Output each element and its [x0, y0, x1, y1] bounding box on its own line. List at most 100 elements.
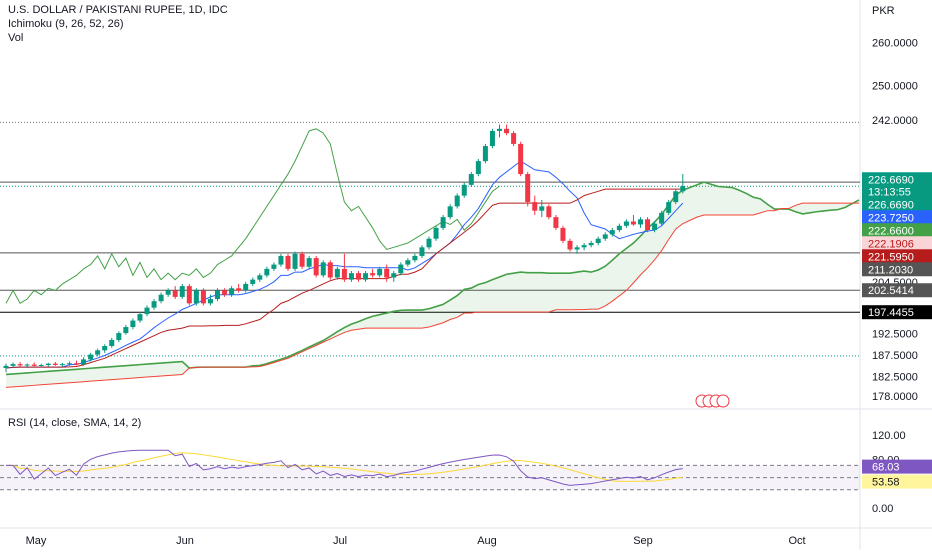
candle-body: [391, 273, 397, 278]
price-axis-tick: 192.5000: [872, 329, 918, 341]
price-badge: [862, 262, 932, 277]
candle-body: [285, 255, 291, 269]
rsi-axis-tick: 120.00: [872, 430, 906, 442]
candle-body: [299, 253, 305, 267]
candle-body: [595, 238, 601, 244]
time-axis-tick: Jun: [176, 535, 194, 547]
candle-body: [440, 217, 446, 228]
candle-body: [581, 245, 587, 248]
candle-body: [278, 255, 284, 265]
candle-body: [454, 195, 460, 207]
price-badge-label: 226.6690: [868, 199, 914, 211]
candle-body: [377, 268, 383, 276]
candle-body: [222, 290, 228, 295]
candle-body: [137, 314, 143, 321]
candle-body: [609, 230, 615, 235]
price-axis-tick: 182.5000: [872, 372, 918, 384]
time-axis-tick: Aug: [477, 535, 497, 547]
rsi-value-badge: [862, 459, 932, 474]
candle-body: [31, 364, 37, 366]
candle-body: [384, 268, 390, 278]
candle-body: [74, 363, 79, 365]
candle-body: [109, 339, 115, 347]
rsi-line: [6, 449, 683, 486]
price-axis-tick: 260.0000: [872, 38, 918, 50]
candle-body: [17, 364, 23, 366]
candle-body: [95, 350, 101, 355]
price-badge-label: 221.5950: [868, 251, 914, 263]
candle-body: [461, 184, 467, 196]
candle-body: [116, 333, 122, 340]
price-badge: [862, 249, 932, 264]
candle-body: [243, 283, 249, 291]
candle-body: [123, 327, 129, 334]
price-badge: [862, 223, 932, 238]
candle-body: [66, 363, 72, 365]
senkou-span-b-line: [5, 202, 860, 388]
price-badge: [862, 305, 932, 320]
candle-body: [602, 234, 608, 239]
volume-legend[interactable]: Vol: [8, 32, 24, 44]
candle-body: [356, 273, 361, 280]
candle-body: [567, 240, 573, 250]
candle-body: [588, 243, 594, 246]
candle-body: [130, 320, 136, 328]
candle-body: [165, 290, 171, 295]
candle-body: [426, 238, 432, 248]
rsi-legend[interactable]: RSI (14, close, SMA, 14, 2): [8, 417, 142, 429]
candle-body: [341, 268, 347, 280]
price-badge: [862, 197, 932, 212]
candle-body: [525, 174, 531, 203]
candle-body: [271, 264, 277, 269]
candle-body: [200, 290, 206, 304]
candle-body: [504, 128, 510, 134]
candle-body: [419, 247, 425, 256]
candle-body: [398, 264, 404, 274]
candle-body: [320, 262, 326, 276]
candle-body: [24, 364, 30, 366]
price-badge-label: 202.5414: [868, 285, 914, 297]
rsi-ma-label: 53.58: [872, 477, 900, 489]
candle-body: [659, 212, 665, 224]
candle-body: [186, 286, 192, 304]
candle-body: [52, 363, 58, 365]
candle-body: [10, 364, 16, 366]
price-axis-tick: 250.0000: [872, 81, 918, 93]
price-badge-label: 222.6600: [868, 225, 914, 237]
price-axis-tick: 242.0000: [872, 115, 918, 127]
candle-body: [363, 273, 369, 280]
event-marker: [716, 394, 730, 408]
rsi-ma-badge: [862, 474, 932, 489]
candle-body: [59, 364, 65, 366]
candle-body: [623, 221, 629, 226]
candle-body: [215, 290, 220, 300]
candle-body: [412, 255, 418, 261]
candle-body: [370, 273, 376, 276]
candle-body: [334, 268, 340, 278]
price-badge: [862, 172, 932, 199]
time-axis-tick: Oct: [788, 535, 805, 547]
candle-body: [144, 307, 150, 315]
candle-body: [158, 294, 164, 302]
candle-body: [497, 128, 502, 131]
price-badge: [862, 283, 932, 298]
price-badge: [862, 236, 932, 251]
candle-body: [546, 206, 552, 218]
candle-body: [666, 202, 672, 213]
candle-body: [3, 365, 9, 368]
candle-body: [327, 262, 333, 278]
candle-body: [38, 364, 44, 366]
price-axis-tick: 178.0000: [872, 391, 918, 403]
price-badge-label: 226.6690: [868, 174, 914, 186]
candle-body: [532, 202, 538, 211]
candle-body: [616, 225, 622, 231]
rsi-ma-line: [6, 452, 683, 482]
candle-body: [574, 247, 580, 250]
symbol-title: U.S. DOLLAR / PAKISTANI RUPEE, 1D, IDC: [8, 4, 228, 16]
candle-body: [193, 290, 199, 304]
candle-body: [673, 191, 679, 203]
candle-body: [560, 227, 566, 241]
candle-body: [468, 174, 474, 185]
ichimoku-legend[interactable]: Ichimoku (9, 26, 52, 26): [8, 18, 124, 30]
